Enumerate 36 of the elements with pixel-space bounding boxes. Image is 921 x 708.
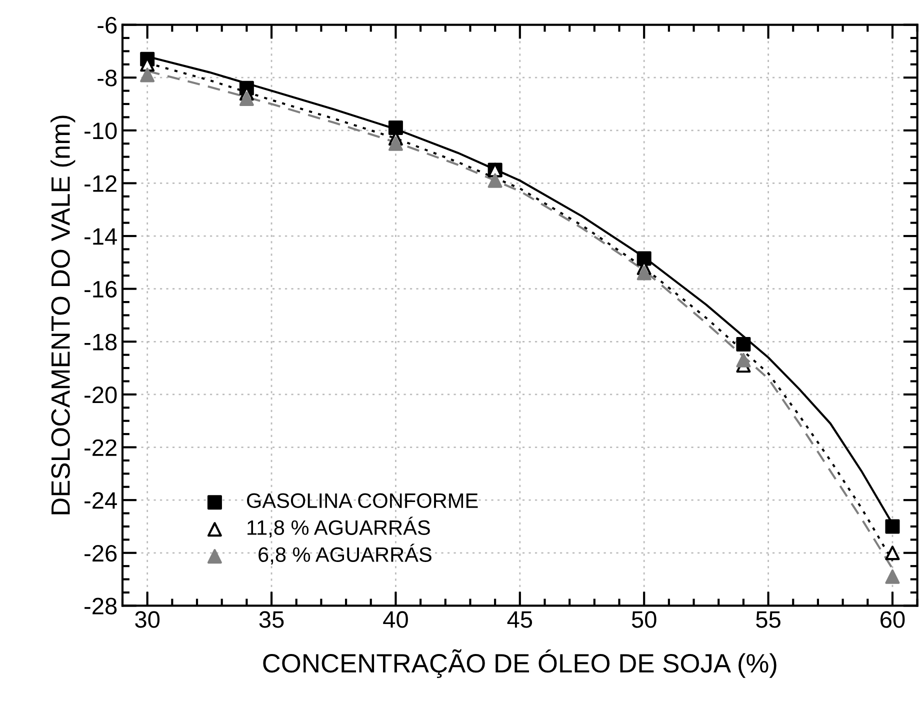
point: [885, 546, 900, 560]
y-tick-label: -16: [84, 280, 117, 298]
x-tick-label: 35: [259, 611, 284, 628]
y-axis-title: DESLOCAMENTO DO VALE (nm): [50, 116, 76, 514]
point: [636, 266, 652, 280]
x-axis-title: CONCENTRAÇÃO DE ÓLEO DE SOJA (%): [263, 649, 776, 678]
x-tick-label: 60: [880, 611, 905, 628]
y-tick-label: -10: [84, 122, 117, 140]
point: [885, 519, 900, 534]
legend-label: 6,8 % AGUARRÁS: [258, 544, 432, 564]
y-tick-label: -24: [84, 492, 117, 509]
y-tick-label: -8: [98, 70, 117, 86]
x-tick-label: 50: [632, 611, 656, 628]
y-tick-label: -6: [98, 16, 117, 34]
x-tick-label: 45: [507, 611, 532, 628]
y-tick-label: -28: [84, 598, 117, 614]
y-tick-label: -22: [84, 439, 116, 456]
point: [388, 120, 403, 136]
point: [736, 352, 751, 368]
point: [736, 337, 751, 352]
y-tick-label: -14: [84, 228, 117, 245]
legend-label: 11,8 % AGUARRÁS: [248, 516, 430, 538]
x-tick-label: 40: [383, 611, 408, 628]
point: [388, 136, 403, 151]
x-tick-label: 30: [135, 611, 160, 628]
y-tick-label: -12: [84, 175, 116, 192]
y-tick-label: -26: [84, 544, 117, 562]
point: [885, 569, 900, 584]
point: [636, 251, 652, 266]
x-tick-label: 55: [756, 611, 780, 628]
y-tick-label: -18: [84, 334, 117, 350]
legend-label: GASOLINA CONFORME: [247, 493, 478, 508]
point: [140, 68, 155, 82]
point: [239, 91, 254, 106]
y-tick-label: -20: [84, 386, 117, 404]
point: [488, 173, 502, 188]
